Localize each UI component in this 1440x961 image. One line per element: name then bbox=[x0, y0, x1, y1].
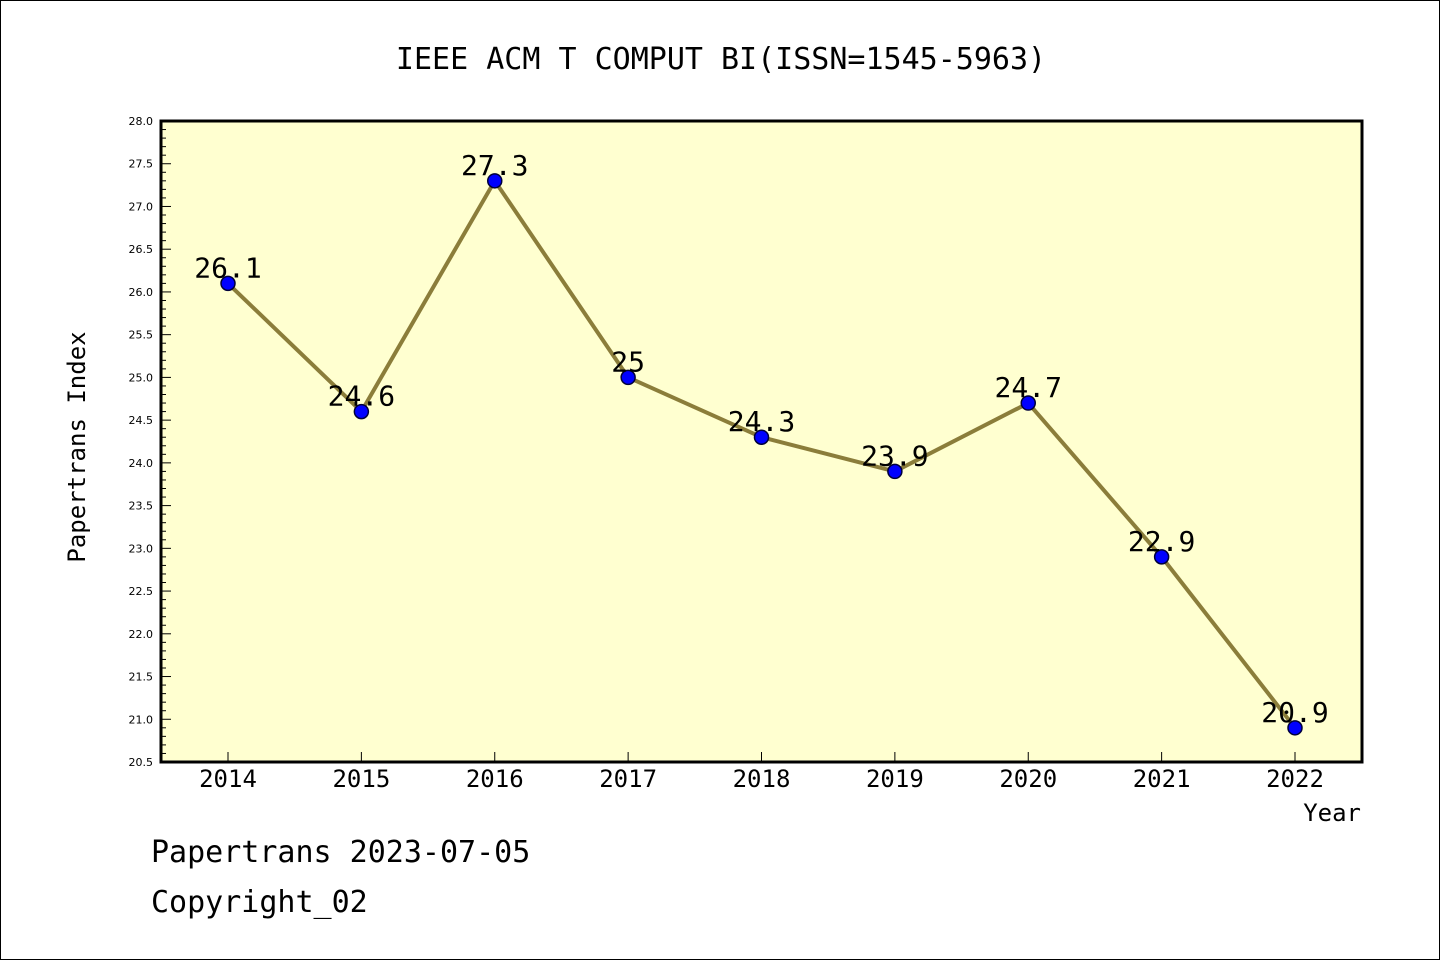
data-point bbox=[487, 173, 503, 189]
y-tick-label: 22.0 bbox=[129, 628, 154, 641]
data-point bbox=[620, 369, 636, 386]
x-tick-label: 2014 bbox=[199, 765, 257, 793]
data-label: 24.6 bbox=[328, 380, 395, 413]
y-axis: 20.5 21.0 21.5 22.0 22.5 23.0 23.5 24.0 24.5 25.0… bbox=[129, 115, 171, 769]
y-tick-label: 28.0 bbox=[129, 115, 154, 128]
data-label: 24.7 bbox=[995, 371, 1062, 404]
chart-title: IEEE ACM T COMPUT BI(ISSN=1545-5963) bbox=[396, 42, 1046, 77]
x-tick-label: 2018 bbox=[733, 765, 791, 793]
y-axis-label: Papertrans Index bbox=[63, 331, 91, 562]
y-tick-label: 24.0 bbox=[129, 457, 154, 470]
footer-date: Papertrans 2023-07-05 bbox=[151, 835, 531, 870]
y-tick-label: 24.5 bbox=[129, 414, 154, 427]
x-tick-label: 2020 bbox=[999, 765, 1057, 793]
series-line: 26.1 24.6 27.3 25 24.3 23.9 24.7 22.9 20.9 bbox=[194, 149, 1329, 736]
plot-border bbox=[159, 119, 1364, 764]
y-tick-label: 27.5 bbox=[129, 158, 154, 171]
data-point bbox=[753, 429, 770, 445]
footer-copyright: Copyright_02 bbox=[151, 885, 368, 920]
y-tick-label: 23.0 bbox=[129, 542, 154, 555]
y-tick-label: 26.5 bbox=[129, 243, 154, 256]
data-label: 25 bbox=[611, 345, 645, 378]
data-point bbox=[887, 463, 903, 480]
data-point bbox=[353, 403, 370, 420]
x-axis: 2014 2015 2016 2017 2018 2019 2020 2021 2022 bbox=[199, 752, 1324, 793]
x-axis-label: Year bbox=[1303, 799, 1361, 827]
data-label: 27.3 bbox=[461, 149, 528, 182]
y-tick-label: 23.5 bbox=[129, 500, 154, 513]
data-point bbox=[1153, 549, 1170, 565]
y-tick-label: 25.0 bbox=[129, 371, 154, 384]
x-tick-label: 2016 bbox=[466, 765, 524, 793]
y-tick-label: 21.5 bbox=[129, 671, 154, 684]
data-point bbox=[1020, 395, 1036, 411]
data-label: 24.3 bbox=[728, 405, 795, 438]
y-tick-label: 27.0 bbox=[129, 200, 154, 213]
y-tick-label: 21.0 bbox=[129, 713, 154, 726]
y-tick-label: 20.5 bbox=[129, 756, 154, 769]
data-point bbox=[1287, 720, 1303, 736]
x-tick-label: 2015 bbox=[332, 765, 390, 793]
x-tick-label: 2022 bbox=[1266, 765, 1324, 793]
x-tick-label: 2021 bbox=[1133, 765, 1191, 793]
data-label: 22.9 bbox=[1128, 525, 1195, 558]
y-tick-label: 26.0 bbox=[129, 286, 154, 299]
y-tick-label: 22.5 bbox=[129, 585, 154, 598]
data-label: 20.9 bbox=[1261, 696, 1328, 729]
x-tick-label: 2019 bbox=[866, 765, 924, 793]
data-label: 26.1 bbox=[194, 251, 261, 284]
data-label: 23.9 bbox=[861, 439, 928, 472]
y-tick-label: 25.5 bbox=[129, 329, 154, 342]
x-tick-label: 2017 bbox=[599, 765, 657, 793]
data-point bbox=[220, 275, 236, 292]
